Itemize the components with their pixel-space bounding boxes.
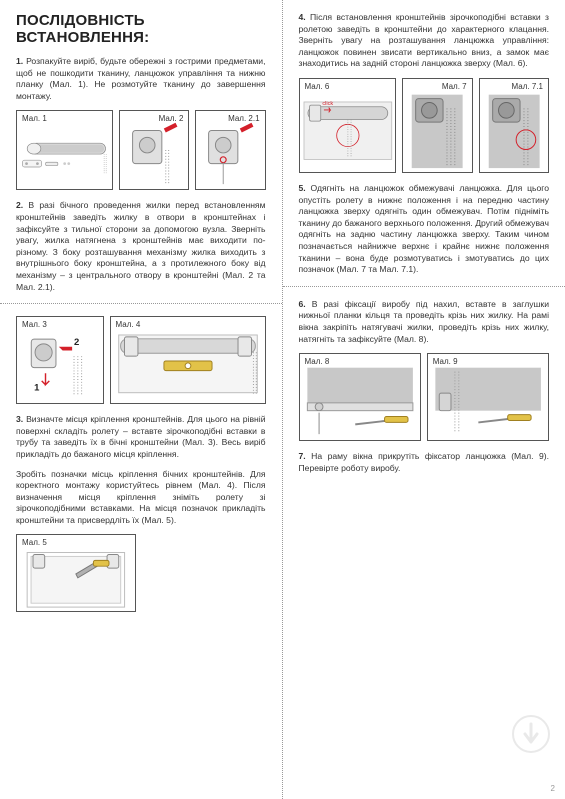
- fig-3-label: Мал. 3: [22, 320, 47, 329]
- step-4-text: 4. Після встановлення кронштейнів зірочк…: [299, 12, 550, 70]
- step-6-body: В разі фіксації виробу під нахил, вставт…: [299, 299, 550, 344]
- step-1-body: Розпакуйте виріб, будьте обережні з гост…: [16, 56, 266, 101]
- fig-5-label: Мал. 5: [22, 538, 47, 547]
- step-2-text: 2. В разі бічного проведення жилки перед…: [16, 200, 266, 293]
- click-label: click: [322, 101, 333, 107]
- step-3b-text: Зробіть позначки місць кріплення бічних …: [16, 469, 266, 527]
- fig-2-label: Мал. 2: [159, 114, 184, 123]
- page-number: 2: [551, 784, 555, 793]
- figure-7-1: Мал. 7.1: [479, 78, 549, 173]
- step-3b-body: Зробіть позначки місць кріплення бічних …: [16, 469, 266, 525]
- figure-9: Мал. 9: [427, 353, 549, 441]
- divider-right: [283, 286, 565, 287]
- fig-6-svg: click: [300, 79, 396, 172]
- svg-text:2: 2: [74, 337, 79, 348]
- fig-8-svg: [300, 354, 420, 440]
- step-4-body: Після встановлення кронштейнів зірочкопо…: [299, 12, 550, 68]
- figure-3: Мал. 3 2 1: [16, 316, 104, 404]
- fig-row-5: Мал. 8 Мал. 9: [299, 353, 550, 441]
- figure-1: Мал. 1: [16, 110, 113, 190]
- fig-9-label: Мал. 9: [433, 357, 458, 366]
- page-title: ПОСЛІДОВНІСТЬ ВСТАНОВЛЕННЯ:: [16, 12, 266, 46]
- fig-21-label: Мал. 2.1: [228, 114, 259, 123]
- watermark-icon: [511, 714, 551, 754]
- fig-4-svg: [111, 317, 265, 403]
- figure-6: Мал. 6 click: [299, 78, 397, 173]
- fig-3-svg: 2 1: [17, 317, 103, 403]
- fig-71-label: Мал. 7.1: [512, 82, 543, 91]
- step-6-text: 6. В разі фіксації виробу під нахил, вст…: [299, 299, 550, 345]
- left-column: ПОСЛІДОВНІСТЬ ВСТАНОВЛЕННЯ: 1. Розпакуйт…: [0, 0, 283, 799]
- fig-71-svg: [480, 79, 548, 172]
- step-1-text: 1. Розпакуйте виріб, будьте обережні з г…: [16, 56, 266, 102]
- step-2-body: В разі бічного проведення жилки перед вс…: [16, 200, 266, 291]
- fig-7-label: Мал. 7: [442, 82, 467, 91]
- figure-8: Мал. 8: [299, 353, 421, 441]
- fig-1-label: Мал. 1: [22, 114, 47, 123]
- fig-row-2: Мал. 3 2 1 Мал. 4: [16, 316, 266, 404]
- figure-2-1: Мал. 2.1: [195, 110, 265, 190]
- fig-7-svg: [403, 79, 471, 172]
- right-column: 4. Після встановлення кронштейнів зірочк…: [283, 0, 565, 799]
- step-7-text: 7. На раму вікна прикрутіть фіксатор лан…: [299, 451, 550, 474]
- fig-6-label: Мал. 6: [305, 82, 330, 91]
- divider-left: [0, 303, 282, 304]
- step-3a-body: Визначте місця кріплення кронштейнів. Дл…: [16, 414, 266, 459]
- fig-8-label: Мал. 8: [305, 357, 330, 366]
- figure-5: Мал. 5: [16, 534, 136, 612]
- fig-9-svg: [428, 354, 548, 440]
- step-5-body: Одягніть на ланцюжок обмежувачі ланцюжка…: [299, 183, 550, 274]
- fig-row-4: Мал. 6 click Мал. 7: [299, 78, 550, 173]
- figure-4: Мал. 4: [110, 316, 266, 404]
- step-7-body: На раму вікна прикрутіть фіксатор ланцюж…: [299, 451, 550, 473]
- figure-7: Мал. 7: [402, 78, 472, 173]
- svg-text:1: 1: [34, 383, 40, 394]
- fig-row-3: Мал. 5: [16, 534, 266, 612]
- fig-row-1: Мал. 1 Мал. 2: [16, 110, 266, 190]
- fig-4-label: Мал. 4: [116, 320, 141, 329]
- step-5-text: 5. Одягніть на ланцюжок обмежувачі ланцю…: [299, 183, 550, 276]
- step-3a-text: 3. Визначте місця кріплення кронштейнів.…: [16, 414, 266, 460]
- figure-2: Мал. 2: [119, 110, 189, 190]
- page: ПОСЛІДОВНІСТЬ ВСТАНОВЛЕННЯ: 1. Розпакуйт…: [0, 0, 565, 799]
